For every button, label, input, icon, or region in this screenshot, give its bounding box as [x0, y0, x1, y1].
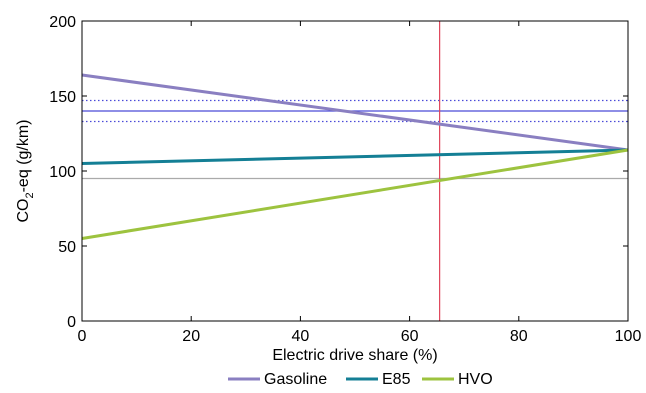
legend-item-hvo: HVO	[422, 371, 493, 388]
y-tick-label: 50	[58, 239, 76, 256]
legend-item-gasoline: Gasoline	[228, 371, 327, 388]
legend-label: HVO	[458, 371, 493, 388]
x-tick-label: 100	[615, 328, 642, 345]
reference-lines	[82, 21, 628, 321]
legend-label: E85	[382, 371, 411, 388]
y-tick-label: 100	[49, 164, 76, 181]
plot-frame	[81, 20, 629, 322]
x-tick-label: 20	[182, 328, 200, 345]
series-line-e85	[81, 148, 629, 165]
x-tick-label: 40	[292, 328, 310, 345]
series-line-hvo	[81, 148, 629, 240]
y-axis-label-subscript: 2	[24, 192, 36, 198]
legend-label: Gasoline	[264, 371, 327, 388]
y-tick-label: 150	[49, 89, 76, 106]
y-axis-label-main: CO	[15, 199, 32, 223]
x-tick-label: 80	[510, 328, 528, 345]
y-axis-label: CO2-eq (g/km)	[15, 119, 36, 222]
x-tick-label: 0	[78, 328, 87, 345]
y-tick-label: 200	[49, 14, 76, 31]
y-axis-label-rest: -eq (g/km)	[15, 119, 32, 192]
axis-ticks: 0 20 40 60 80 100 0 50 100 150 200	[49, 14, 641, 345]
x-axis-label: Electric drive share (%)	[272, 347, 437, 364]
series-line-gasoline	[81, 73, 629, 152]
x-tick-label: 60	[401, 328, 419, 345]
series-lines	[81, 73, 629, 240]
legend: Gasoline E85 HVO	[228, 371, 493, 388]
y-tick-label: 0	[67, 314, 76, 331]
legend-item-e85: E85	[346, 371, 411, 388]
